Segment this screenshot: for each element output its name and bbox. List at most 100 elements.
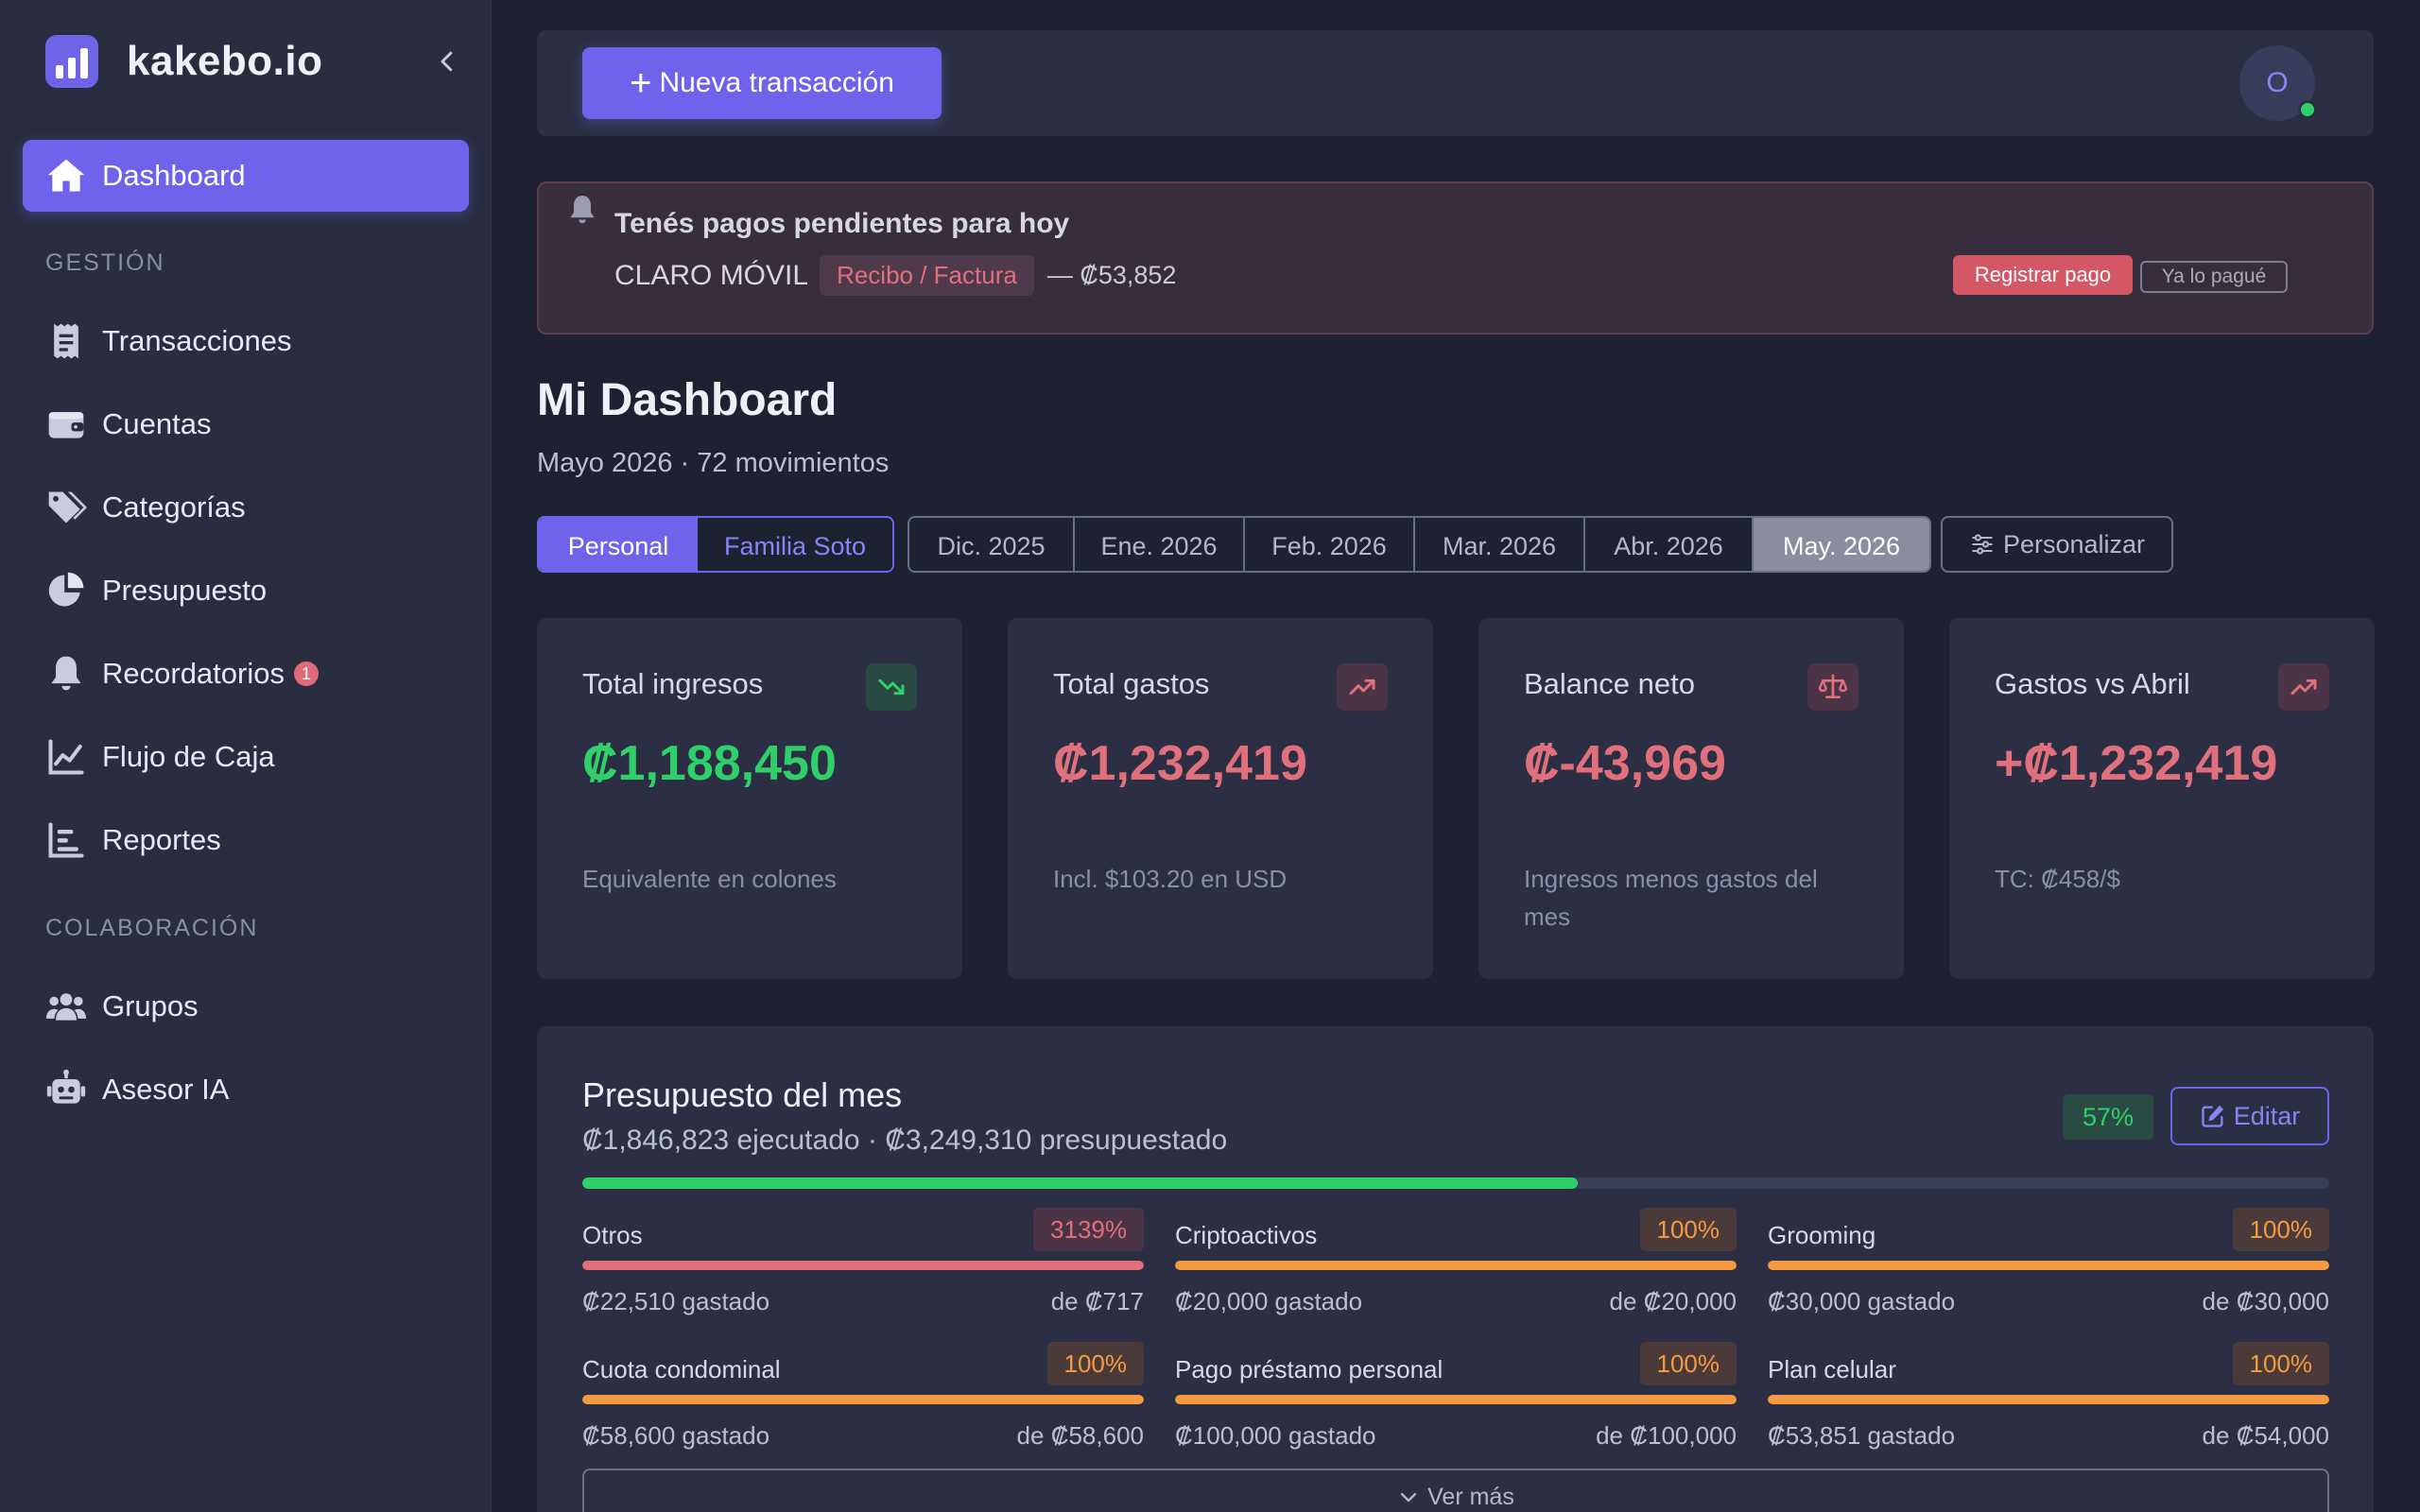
budget-item-percent: 100%	[2232, 1208, 2329, 1251]
budget-item-limit: de ₡20,000	[1609, 1287, 1737, 1315]
show-more-button[interactable]: Ver más	[582, 1469, 2329, 1512]
stat-label: Gastos vs Abril	[1995, 667, 2190, 700]
alert-payment-row: CLARO MÓVIL Recibo / Factura — ₡53,852	[614, 255, 1176, 296]
stat-card-total-gastos: Total gastos ₡1,232,419 Incl. $103.20 en…	[1008, 618, 1433, 979]
budget-item-spent: ₡22,510 gastado	[582, 1287, 770, 1315]
stat-value: +₡1,232,419	[1995, 736, 2278, 791]
group-option-familia-soto[interactable]: Familia Soto	[723, 531, 867, 560]
month-option[interactable]: Abr. 2026	[1585, 518, 1754, 571]
budget-item[interactable]: Grooming 100% ₡30,000 gastado de ₡30,000	[1768, 1208, 2329, 1321]
already-paid-button[interactable]: Ya lo pagué	[2140, 261, 2288, 293]
avatar[interactable]: O	[2239, 45, 2317, 121]
sidebar-item-transacciones[interactable]: Transacciones	[23, 308, 469, 374]
month-option[interactable]: Dic. 2025	[909, 518, 1075, 571]
home-icon	[43, 153, 89, 198]
payment-amount: — ₡53,852	[1046, 261, 1177, 289]
new-transaction-button[interactable]: + Nueva transacción	[582, 47, 942, 119]
budget-item-spent: ₡30,000 gastado	[1768, 1287, 1956, 1315]
sidebar-item-label: Asesor IA	[102, 1073, 230, 1106]
avatar-initial: O	[2266, 67, 2289, 98]
sidebar-item-label: Recordatorios	[102, 657, 285, 690]
trending-up-icon	[2278, 663, 2329, 711]
stat-label: Balance neto	[1524, 667, 1695, 700]
customize-button[interactable]: Personalizar	[1941, 516, 2173, 573]
sidebar-item-recordatorios[interactable]: Recordatorios 1	[23, 641, 469, 707]
sidebar-item-flujo-de-caja[interactable]: Flujo de Caja	[23, 724, 469, 790]
tags-icon	[43, 485, 89, 530]
budget-item[interactable]: Criptoactivos 100% ₡20,000 gastado de ₡2…	[1175, 1208, 1737, 1321]
sliders-icon	[1972, 534, 1993, 555]
stat-note: Equivalente en colones	[582, 865, 837, 893]
payment-name: CLARO MÓVIL	[614, 259, 809, 291]
stat-value: ₡1,232,419	[1053, 736, 1307, 791]
section-label-gestion: GESTIÓN	[45, 249, 165, 276]
group-option-personal[interactable]: Personal	[539, 518, 698, 571]
budget-total-progress	[582, 1177, 2329, 1189]
sidebar-item-label: Presupuesto	[102, 574, 268, 607]
budget-item-spent: ₡58,600 gastado	[582, 1421, 770, 1450]
budget-item-limit: de ₡58,600	[1016, 1421, 1144, 1450]
sidebar-item-dashboard[interactable]: Dashboard	[23, 140, 469, 212]
sidebar-item-label: Flujo de Caja	[102, 740, 275, 773]
month-option[interactable]: Ene. 2026	[1075, 518, 1245, 571]
pie-chart-icon	[43, 568, 89, 613]
section-label-colaboracion: COLABORACIÓN	[45, 915, 259, 941]
trending-down-icon	[866, 663, 917, 711]
budget-item-progress	[1768, 1395, 2329, 1404]
budget-item-progress	[582, 1261, 1144, 1270]
budget-percent-badge: 57%	[2063, 1094, 2153, 1140]
month-option[interactable]: Mar. 2026	[1415, 518, 1585, 571]
robot-icon	[43, 1067, 89, 1112]
group-selector: Personal Familia Soto	[537, 516, 894, 573]
receipt-icon	[43, 318, 89, 364]
month-option[interactable]: Feb. 2026	[1245, 518, 1415, 571]
bell-icon	[565, 193, 599, 227]
budget-item-progress-fill	[582, 1261, 1144, 1270]
chevron-down-icon	[1400, 1492, 1417, 1503]
stat-note: Ingresos menos gastos del mes	[1524, 865, 1818, 931]
stat-note: Incl. $103.20 en USD	[1053, 865, 1288, 893]
budget-item-name: Grooming	[1768, 1221, 1876, 1249]
brand[interactable]: kakebo.io	[45, 32, 471, 91]
sidebar-item-grupos[interactable]: Grupos	[23, 973, 469, 1040]
edit-budget-button[interactable]: Editar	[2170, 1087, 2329, 1145]
show-more-label: Ver más	[1427, 1483, 1514, 1510]
stat-note: TC: ₡458/$	[1995, 865, 2120, 893]
stat-label: Total gastos	[1053, 667, 1210, 700]
collapse-sidebar-button[interactable]	[424, 38, 471, 85]
edit-label: Editar	[2233, 1101, 2301, 1130]
budget-item-percent: 100%	[2232, 1342, 2329, 1385]
budget-item-percent: 100%	[1639, 1208, 1737, 1251]
chevron-left-icon	[441, 51, 453, 72]
budget-item-name: Plan celular	[1768, 1355, 1896, 1383]
month-option-selected[interactable]: May. 2026	[1754, 518, 1929, 571]
plus-icon: +	[630, 62, 652, 104]
stat-card-total-ingresos: Total ingresos ₡1,188,450 Equivalente en…	[537, 618, 962, 979]
stat-card-balance-neto: Balance neto ₡-43,969 Ingresos menos gas…	[1478, 618, 1904, 979]
budget-item[interactable]: Plan celular 100% ₡53,851 gastado de ₡54…	[1768, 1342, 2329, 1455]
budget-item-progress-fill	[1175, 1395, 1737, 1404]
register-payment-button[interactable]: Registrar pago	[1953, 255, 2133, 295]
sidebar-item-reportes[interactable]: Reportes	[23, 807, 469, 873]
budget-item-spent: ₡100,000 gastado	[1175, 1421, 1376, 1450]
sidebar-item-label: Cuentas	[102, 407, 212, 440]
budget-item[interactable]: Cuota condominal 100% ₡58,600 gastado de…	[582, 1342, 1144, 1455]
sidebar-item-label: Dashboard	[102, 159, 246, 192]
sidebar-item-categorias[interactable]: Categorías	[23, 474, 469, 541]
budget-item[interactable]: Otros 3139% ₡22,510 gastado de ₡717	[582, 1208, 1144, 1321]
sidebar-item-label: Categorías	[102, 490, 246, 524]
budget-total-progress-fill	[582, 1177, 1579, 1189]
sidebar-item-presupuesto[interactable]: Presupuesto	[23, 558, 469, 624]
brand-name: kakebo.io	[127, 38, 323, 84]
customize-label: Personalizar	[2002, 529, 2146, 558]
budget-item-name: Cuota condominal	[582, 1355, 781, 1383]
budget-item-limit: de ₡717	[1050, 1287, 1144, 1315]
notification-badge: 1	[293, 662, 319, 686]
online-status-dot	[2298, 100, 2317, 119]
budget-item[interactable]: Pago préstamo personal 100% ₡100,000 gas…	[1175, 1342, 1737, 1455]
top-bar: + Nueva transacción O	[537, 30, 2374, 136]
trending-up-icon	[1337, 663, 1388, 711]
sidebar-item-asesor-ia[interactable]: Asesor IA	[23, 1057, 469, 1123]
sidebar-item-cuentas[interactable]: Cuentas	[23, 391, 469, 457]
bar-chart-icon	[43, 817, 89, 863]
